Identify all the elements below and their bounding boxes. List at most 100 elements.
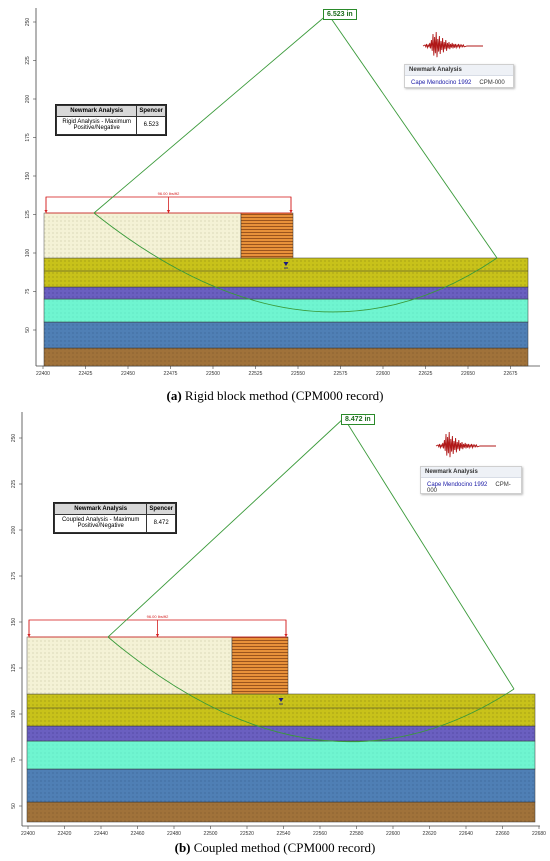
table-header-analysis: Newmark Analysis (53, 503, 148, 515)
x-tick-label: 22400 (36, 371, 50, 377)
y-tick-label: 75 (25, 289, 31, 295)
displacement-label-b: 8.472 in (341, 414, 375, 425)
x-tick-label: 22425 (79, 371, 93, 377)
y-tick-label: 150 (11, 618, 17, 627)
x-tick-label: 22640 (459, 831, 473, 836)
y-tick-label: 225 (25, 56, 31, 65)
y-tick-label: 250 (25, 18, 31, 27)
load-arrow-head (166, 210, 171, 213)
table-row-label: Rigid Analysis - Maximum Positive/Negati… (55, 115, 138, 136)
table-row-value: 8.472 (146, 513, 176, 534)
x-tick-label: 22500 (204, 831, 218, 836)
caption-text-a: Rigid block method (CPM000 record) (181, 388, 384, 403)
fill-embankment (26, 636, 233, 695)
x-tick-label: 22660 (496, 831, 510, 836)
load-arrow-head (155, 634, 160, 637)
y-tick-label: 175 (25, 133, 31, 142)
legend-record: Cape Mendocino 1992 CPM-000 (405, 76, 513, 90)
brown-layer (43, 347, 529, 367)
x-tick-label: 22575 (334, 371, 348, 377)
slip-surface (107, 636, 515, 743)
y-tick-label: 225 (11, 480, 17, 489)
seismic-record-icon (422, 31, 483, 58)
slip-radius-left (107, 417, 345, 638)
y-tick-label: 175 (11, 572, 17, 581)
caption-a: (a) Rigid block method (CPM000 record) (0, 388, 550, 404)
x-tick-label: 22650 (461, 371, 475, 377)
y-tick-label: 200 (11, 526, 17, 535)
counterweight-block (240, 212, 294, 259)
seismic-record-icon (435, 431, 496, 458)
newmark-table-a: Newmark Analysis Spencer Rigid Analysis … (55, 104, 167, 136)
x-tick-label: 22600 (386, 831, 400, 836)
table-header-analysis: Newmark Analysis (55, 105, 138, 117)
legend-record-component: CPM-000 (427, 482, 511, 494)
legend-record-name: Cape Mendocino 1992 (427, 482, 488, 488)
blue-layer (43, 321, 529, 349)
purple-layer (26, 725, 536, 742)
x-tick-label: 22440 (94, 831, 108, 836)
legend-record-component: CPM-000 (479, 80, 505, 86)
x-tick-label: 22680 (532, 831, 546, 836)
slip-radius-right (327, 13, 498, 259)
y-tick-label: 75 (11, 757, 17, 763)
aqua-layer (43, 298, 529, 323)
slip-surface (93, 212, 498, 313)
legend-box-b: Newmark Analysis Cape Mendocino 1992 CPM-… (420, 466, 522, 494)
x-tick-label: 22480 (167, 831, 181, 836)
x-tick-label: 22620 (423, 831, 437, 836)
legend-box-a: Newmark Analysis Cape Mendocino 1992 CPM-… (404, 64, 514, 88)
load-arrow-head (284, 634, 288, 637)
legend-title: Newmark Analysis (405, 65, 513, 76)
table-row-label: Coupled Analysis - Maximum Positive/Nega… (53, 513, 148, 534)
panel-b: 250 225 200 175 150 125 100 75 50 22400 22420 22440… (0, 408, 550, 861)
water-table-icon (283, 262, 289, 269)
x-tick-label: 22675 (504, 371, 518, 377)
y-tick-label: 125 (11, 664, 17, 673)
load-arrow-head (44, 210, 48, 213)
y-tick-label: 100 (11, 710, 17, 719)
table-header-method: Spencer (136, 105, 166, 117)
caption-label-a: (a) (166, 388, 182, 403)
x-tick-label: 22400 (21, 831, 35, 836)
panel-a: 250 225 200 175 150 125 100 75 50 22400 22425 22450… (0, 0, 550, 403)
load-arrow-head (27, 634, 31, 637)
x-tick-label: 22540 (277, 831, 291, 836)
y-tick-label: 250 (11, 434, 17, 443)
purple-layer (43, 286, 529, 300)
y-tick-label: 50 (25, 327, 31, 333)
y-tick-label: 50 (11, 803, 17, 809)
x-tick-label: 22560 (313, 831, 327, 836)
slope-diagram-a: 250 225 200 175 150 125 100 75 50 22400 22425 22450… (25, 8, 540, 377)
x-tick-label: 22525 (249, 371, 263, 377)
caption-b: (b) Coupled method (CPM000 record) (0, 840, 550, 856)
x-tick-label: 22420 (58, 831, 72, 836)
aqua-layer (26, 740, 536, 770)
slope-diagram-b: 250 225 200 175 150 125 100 75 50 22400 22420 22440… (11, 412, 546, 836)
x-tick-label: 22475 (164, 371, 178, 377)
y-tick-label: 125 (25, 210, 31, 219)
x-tick-label: 22460 (131, 831, 145, 836)
x-tick-label: 22600 (376, 371, 390, 377)
slip-radius-right (343, 417, 515, 690)
newmark-table-b: Newmark Analysis Spencer Coupled Analysi… (53, 502, 177, 534)
caption-text-b: Coupled method (CPM000 record) (190, 840, 376, 855)
legend-record-name: Cape Mendocino 1992 (411, 80, 472, 86)
x-tick-label: 22450 (121, 371, 135, 377)
y-tick-label: 100 (25, 249, 31, 258)
x-tick-label: 22625 (419, 371, 433, 377)
caption-label-b: (b) (174, 840, 191, 855)
x-tick-label: 22520 (240, 831, 254, 836)
counterweight-block (231, 636, 289, 695)
legend-record: Cape Mendocino 1992 CPM-000 (421, 478, 521, 498)
brown-layer (26, 801, 536, 823)
load-label: 96.00 lbs/ft2 (158, 191, 181, 196)
table-row-value: 6.523 (136, 115, 166, 136)
x-tick-label: 22500 (206, 371, 220, 377)
x-tick-label: 22580 (350, 831, 364, 836)
displacement-label-a: 6.523 in (323, 9, 357, 20)
fill-embankment (43, 212, 242, 259)
x-tick-label: 22550 (291, 371, 305, 377)
y-tick-label: 200 (25, 95, 31, 104)
load-arrow-head (289, 210, 293, 213)
